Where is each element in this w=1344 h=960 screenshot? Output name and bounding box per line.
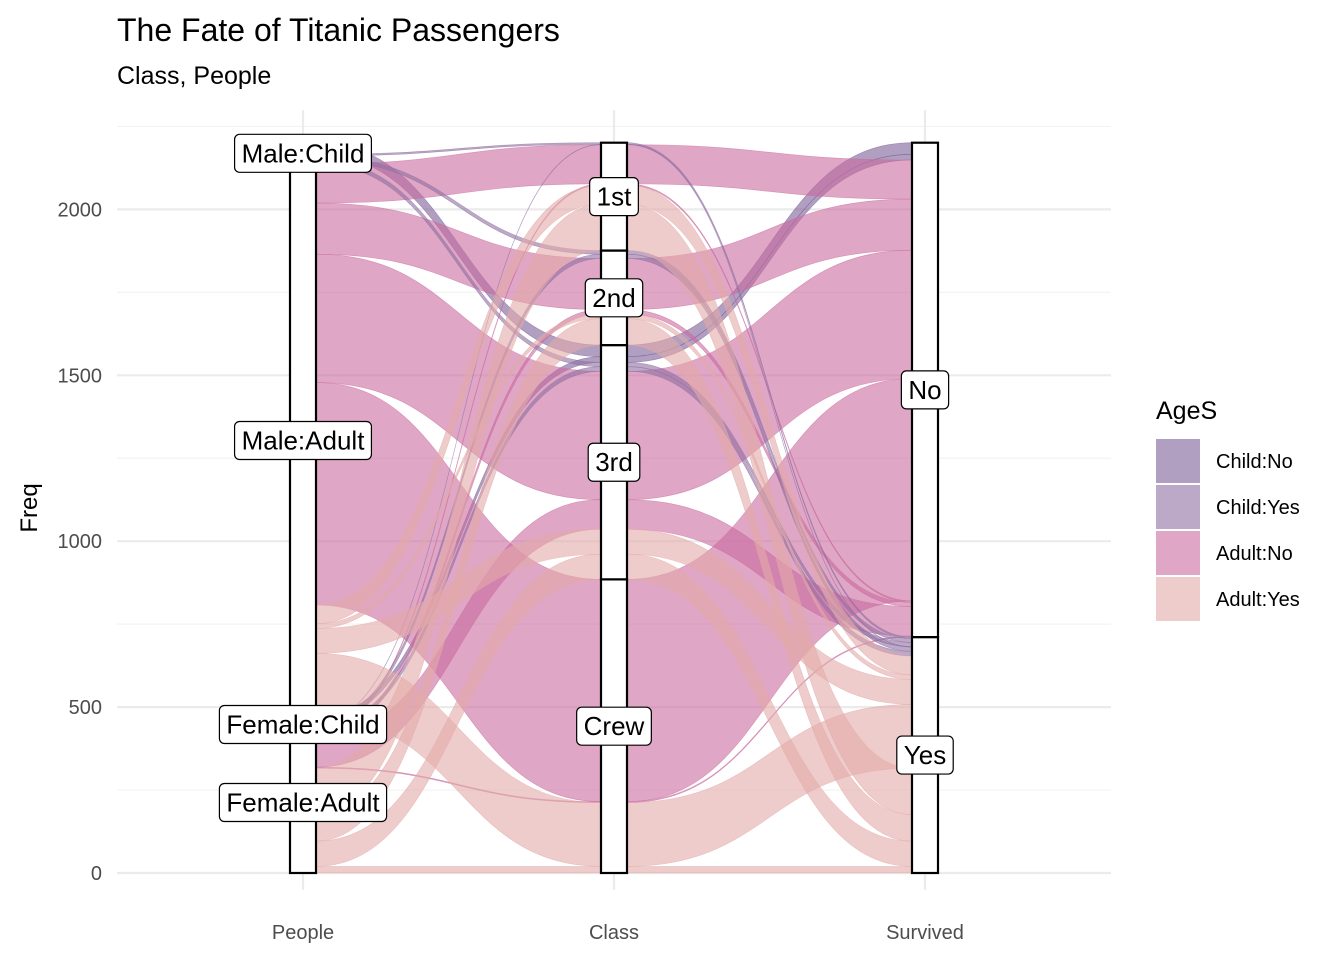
stratum-label: 2nd	[584, 278, 644, 318]
stratum-label: No	[900, 370, 950, 410]
stratum-label-text: Male:Child	[242, 138, 365, 168]
y-tick-label: 500	[69, 697, 102, 719]
stratum-label: Crew	[576, 706, 652, 746]
legend-key	[1156, 485, 1200, 529]
stratum-label-text: No	[908, 375, 941, 405]
y-tick-label: 1000	[58, 531, 103, 553]
y-tick-label: 2000	[58, 199, 103, 221]
chart-title: The Fate of Titanic Passengers	[117, 12, 560, 48]
legend: AgeS Child:No Child:Yes Adult:No Adult:Yes	[1156, 397, 1300, 621]
alluvium-flow	[626, 866, 913, 874]
x-axis-tick-labels: People Class Survived	[272, 922, 964, 944]
stratum-label: Male:Child	[233, 133, 373, 173]
legend-key	[1156, 577, 1200, 621]
stratum-label-text: Female:Child	[226, 710, 379, 740]
x-tick-label: Class	[589, 922, 639, 944]
strata: Female:Adult Female:Child Male:Adult Male:C…	[218, 133, 954, 875]
stratum-label-text: Male:Adult	[242, 425, 366, 455]
stratum-label-box	[218, 782, 388, 823]
y-tick-label: 1500	[58, 365, 103, 387]
legend-label: Child:No	[1216, 451, 1293, 473]
stratum-label: 3rd	[587, 442, 641, 482]
stratum-label-box	[587, 442, 641, 482]
stratum-label-text: 3rd	[595, 447, 633, 477]
legend-label: Child:Yes	[1216, 497, 1300, 519]
stratum-label-text: 2nd	[592, 283, 635, 313]
stratum-label: 1st	[589, 177, 639, 217]
stratum-label: Female:Adult	[218, 782, 388, 823]
stratum-label-box	[218, 704, 388, 745]
stratum-label-text: Crew	[584, 711, 645, 741]
y-axis-title: Freq	[16, 483, 43, 532]
legend-key	[1156, 439, 1200, 483]
legend-key	[1156, 531, 1200, 575]
x-tick-label: Survived	[886, 922, 964, 944]
stratum-label: Yes	[896, 735, 954, 775]
legend-label: Adult:No	[1216, 543, 1293, 565]
alluvium-flows	[315, 142, 913, 874]
stratum-label-text: 1st	[597, 182, 632, 212]
alluvium-flow	[315, 866, 602, 874]
stratum-label: Male:Adult	[233, 420, 373, 461]
stratum-label-box	[576, 706, 652, 746]
legend-title: AgeS	[1156, 397, 1217, 425]
stratum-label-box	[589, 177, 639, 217]
x-tick-label: People	[272, 922, 334, 944]
stratum-label-box	[233, 133, 373, 173]
legend-label: Adult:Yes	[1216, 589, 1300, 611]
stratum-label-box	[900, 370, 950, 410]
stratum-label-text: Yes	[904, 740, 946, 770]
stratum-label-box	[896, 735, 954, 775]
y-axis-tick-labels: 0 500 1000 1500 2000	[58, 199, 103, 885]
stratum-label: Female:Child	[218, 704, 388, 745]
stratum-label-text: Female:Adult	[226, 787, 380, 817]
y-tick-label: 0	[91, 863, 102, 885]
stratum-label-box	[584, 278, 644, 318]
chart-subtitle: Class, People	[117, 62, 271, 90]
stratum-label-box	[233, 420, 373, 461]
